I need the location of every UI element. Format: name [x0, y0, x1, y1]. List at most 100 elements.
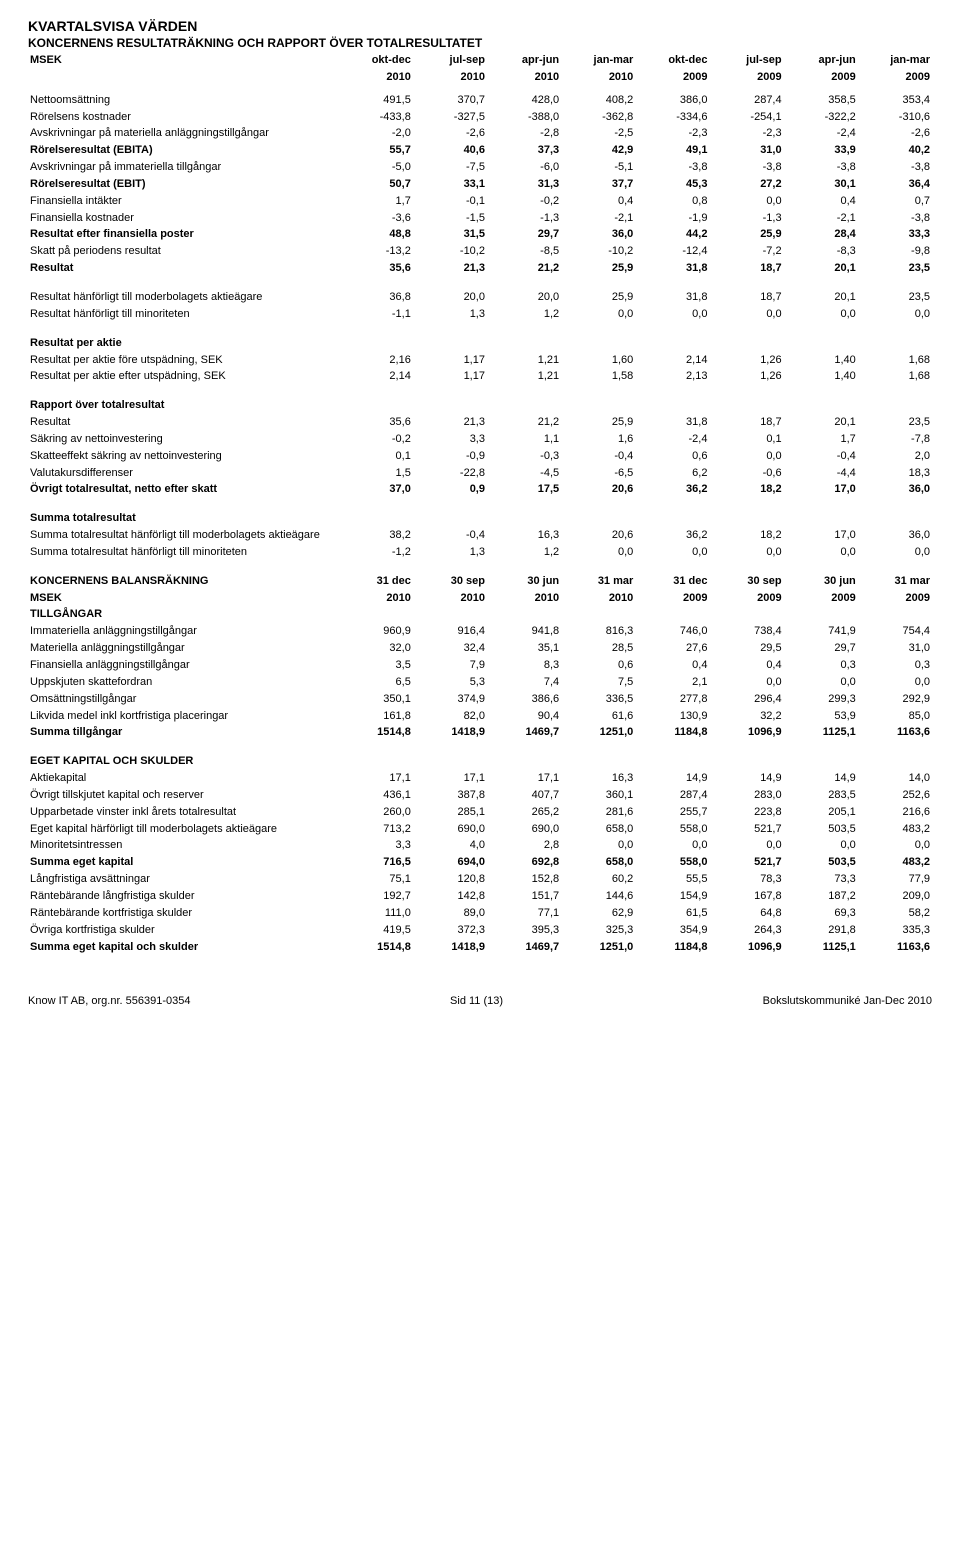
cell: 1,58 — [561, 368, 635, 385]
header-cell: 30 sep — [413, 573, 487, 590]
header-cell: 2010 — [339, 69, 413, 86]
cell: 61,6 — [561, 708, 635, 725]
cell: 25,9 — [561, 260, 635, 277]
cell: 1514,8 — [339, 939, 413, 956]
header-cell: jul-sep — [709, 52, 783, 69]
cell: -2,3 — [635, 125, 709, 142]
cell: 55,7 — [339, 142, 413, 159]
cell: 31,8 — [635, 260, 709, 277]
cell: -7,2 — [709, 243, 783, 260]
cell: 14,9 — [635, 770, 709, 787]
cell: 1251,0 — [561, 724, 635, 741]
header-label: KONCERNENS BALANSRÄKNING — [28, 573, 339, 590]
cell: -1,1 — [339, 306, 413, 323]
cell: 325,3 — [561, 922, 635, 939]
cell: -4,4 — [784, 465, 858, 482]
cell: -2,4 — [784, 125, 858, 142]
cell: 23,5 — [858, 414, 932, 431]
cell: 35,6 — [339, 260, 413, 277]
header-cell: 2010 — [561, 590, 635, 607]
row-label: Summa eget kapital — [28, 854, 339, 871]
cell: 2,13 — [635, 368, 709, 385]
cell: -388,0 — [487, 109, 561, 126]
cell: 20,1 — [784, 414, 858, 431]
table-row: Räntebärande kortfristiga skulder111,089… — [28, 905, 932, 922]
cell: 658,0 — [561, 821, 635, 838]
cell: 29,7 — [487, 226, 561, 243]
cell: 20,6 — [561, 527, 635, 544]
cell: 40,2 — [858, 142, 932, 159]
section-title: EGET KAPITAL OCH SKULDER — [28, 753, 932, 770]
cell: 1096,9 — [709, 724, 783, 741]
table-row: Rörelsens kostnader-433,8-327,5-388,0-36… — [28, 109, 932, 126]
header-label: MSEK — [28, 52, 339, 69]
cell: 387,8 — [413, 787, 487, 804]
cell: 0,7 — [858, 193, 932, 210]
table-row: Avskrivningar på immateriella tillgångar… — [28, 159, 932, 176]
table-row: Resultat hänförligt till moderbolagets a… — [28, 289, 932, 306]
cell: 2,14 — [635, 352, 709, 369]
cell: -22,8 — [413, 465, 487, 482]
cell: -8,5 — [487, 243, 561, 260]
cell: 746,0 — [635, 623, 709, 640]
cell: 0,0 — [635, 837, 709, 854]
cell: 1,6 — [561, 431, 635, 448]
cell: 521,7 — [709, 821, 783, 838]
cell: 14,9 — [784, 770, 858, 787]
cell: 0,0 — [858, 837, 932, 854]
cell: 32,4 — [413, 640, 487, 657]
table-row: Avskrivningar på materiella anläggningst… — [28, 125, 932, 142]
cell: 36,8 — [339, 289, 413, 306]
cell: 1,1 — [487, 431, 561, 448]
cell: 291,8 — [784, 922, 858, 939]
cell: 1,2 — [487, 544, 561, 561]
cell: 18,2 — [709, 481, 783, 498]
cell: -1,9 — [635, 210, 709, 227]
cell: -0,1 — [413, 193, 487, 210]
table-row: Nettoomsättning491,5370,7428,0408,2386,0… — [28, 92, 932, 109]
cell: 40,6 — [413, 142, 487, 159]
cell: 64,8 — [709, 905, 783, 922]
cell: -322,2 — [784, 109, 858, 126]
cell: 3,5 — [339, 657, 413, 674]
cell: -12,4 — [635, 243, 709, 260]
cell: 292,9 — [858, 691, 932, 708]
cell: 483,2 — [858, 854, 932, 871]
cell: 692,8 — [487, 854, 561, 871]
cell: 20,1 — [784, 260, 858, 277]
cell: 299,3 — [784, 691, 858, 708]
cell: 28,5 — [561, 640, 635, 657]
cell: 77,9 — [858, 871, 932, 888]
row-label: Finansiella intäkter — [28, 193, 339, 210]
cell: -2,8 — [487, 125, 561, 142]
section-header: Summa totalresultat — [28, 510, 932, 527]
cell: 17,1 — [339, 770, 413, 787]
cell: 120,8 — [413, 871, 487, 888]
cell: 0,6 — [561, 657, 635, 674]
row-label: Resultat per aktie före utspädning, SEK — [28, 352, 339, 369]
table-row: Eget kapital härförligt till moderbolage… — [28, 821, 932, 838]
cell: 491,5 — [339, 92, 413, 109]
cell: 941,8 — [487, 623, 561, 640]
cell: 23,5 — [858, 289, 932, 306]
cell: 0,0 — [709, 193, 783, 210]
cell: 264,3 — [709, 922, 783, 939]
cell: 17,0 — [784, 481, 858, 498]
cell: 31,8 — [635, 414, 709, 431]
cell: 283,5 — [784, 787, 858, 804]
cell: 36,0 — [858, 527, 932, 544]
cell: 49,1 — [635, 142, 709, 159]
header-cell: okt-dec — [339, 52, 413, 69]
cell: 713,2 — [339, 821, 413, 838]
cell: 0,0 — [709, 837, 783, 854]
table-row: Likvida medel inkl kortfristiga placerin… — [28, 708, 932, 725]
cell: 0,8 — [635, 193, 709, 210]
cell: 3,3 — [413, 431, 487, 448]
cell: 0,0 — [858, 544, 932, 561]
table-row: Resultat35,621,321,225,931,818,720,123,5 — [28, 414, 932, 431]
cell: 35,1 — [487, 640, 561, 657]
footer-right: Bokslutskommuniké Jan-Dec 2010 — [763, 995, 932, 1007]
cell: 151,7 — [487, 888, 561, 905]
cell: 55,5 — [635, 871, 709, 888]
cell: 82,0 — [413, 708, 487, 725]
